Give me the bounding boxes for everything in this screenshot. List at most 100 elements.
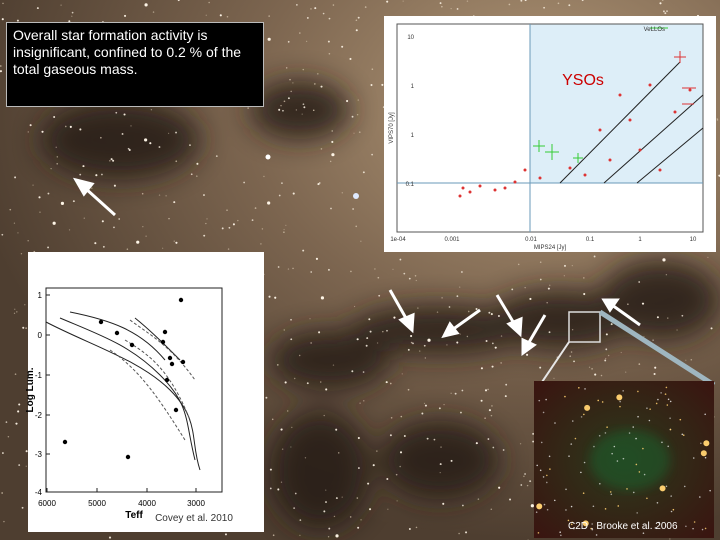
star [661,0,664,1]
star [356,497,359,499]
star [68,20,71,23]
star [349,516,352,518]
star [101,173,103,176]
star [475,442,478,445]
star [363,400,365,402]
star [302,68,305,71]
star [71,15,73,17]
star [251,219,254,221]
star [540,441,543,444]
star [574,437,577,440]
star [643,473,646,476]
star [310,8,312,10]
star [150,109,153,111]
star [484,389,488,392]
star [320,148,323,150]
x-axis-label: MIPS24 [Jy] [534,245,567,251]
star [168,217,170,220]
star [1,452,4,454]
star [14,308,16,310]
star [287,97,290,100]
star [685,525,687,528]
star [648,419,651,422]
star [13,222,16,224]
star [638,281,641,283]
star [277,266,280,268]
star [389,382,392,385]
star [41,130,44,133]
zoom-line [598,309,716,388]
star [400,415,403,418]
star [611,452,613,455]
star [529,297,532,301]
x-tick-label: 1 [638,237,642,243]
star [293,507,296,509]
star [393,316,396,319]
star [165,195,167,197]
star [16,311,18,313]
x-tick-label: 1e-04 [390,237,406,243]
star [113,184,116,187]
star [605,357,607,360]
star [571,328,574,331]
star [299,519,302,522]
y-tick-label: -4 [35,488,43,497]
star [295,109,298,111]
star [224,533,227,536]
star [303,106,306,109]
star [607,354,610,357]
star [83,217,85,219]
star [355,225,358,228]
star [646,497,648,500]
star [656,501,659,504]
star [580,471,582,474]
star [287,268,290,270]
star [278,108,281,111]
star [118,218,121,220]
star [448,306,451,308]
star [656,316,659,319]
star [263,175,265,178]
star [332,364,335,366]
star [659,485,666,492]
star [424,357,427,359]
star [456,341,459,344]
star [573,360,575,363]
star [433,438,436,441]
x-tick-label: 4000 [138,499,156,508]
star [296,4,298,6]
star [25,327,27,329]
star [24,304,26,306]
star [247,107,249,109]
star [580,416,583,418]
star [283,228,285,231]
star [302,249,305,252]
x-tick-label: 6000 [38,499,56,508]
star [490,414,493,417]
star [335,497,338,500]
star [559,531,561,534]
star [546,474,548,477]
star [21,506,24,509]
y-tick-label: 1 [411,133,415,139]
star [328,268,330,271]
star [570,505,573,508]
star [654,527,657,529]
star [325,489,327,491]
star [79,128,82,131]
star [450,392,452,394]
star [352,208,354,210]
star [412,342,414,345]
star [309,318,311,320]
star [402,0,404,2]
star [289,78,291,81]
star [371,68,374,71]
star [18,403,21,406]
star [632,491,635,494]
star [500,362,502,364]
star [565,488,567,491]
star [292,192,295,195]
star [570,523,573,526]
star [681,433,684,436]
